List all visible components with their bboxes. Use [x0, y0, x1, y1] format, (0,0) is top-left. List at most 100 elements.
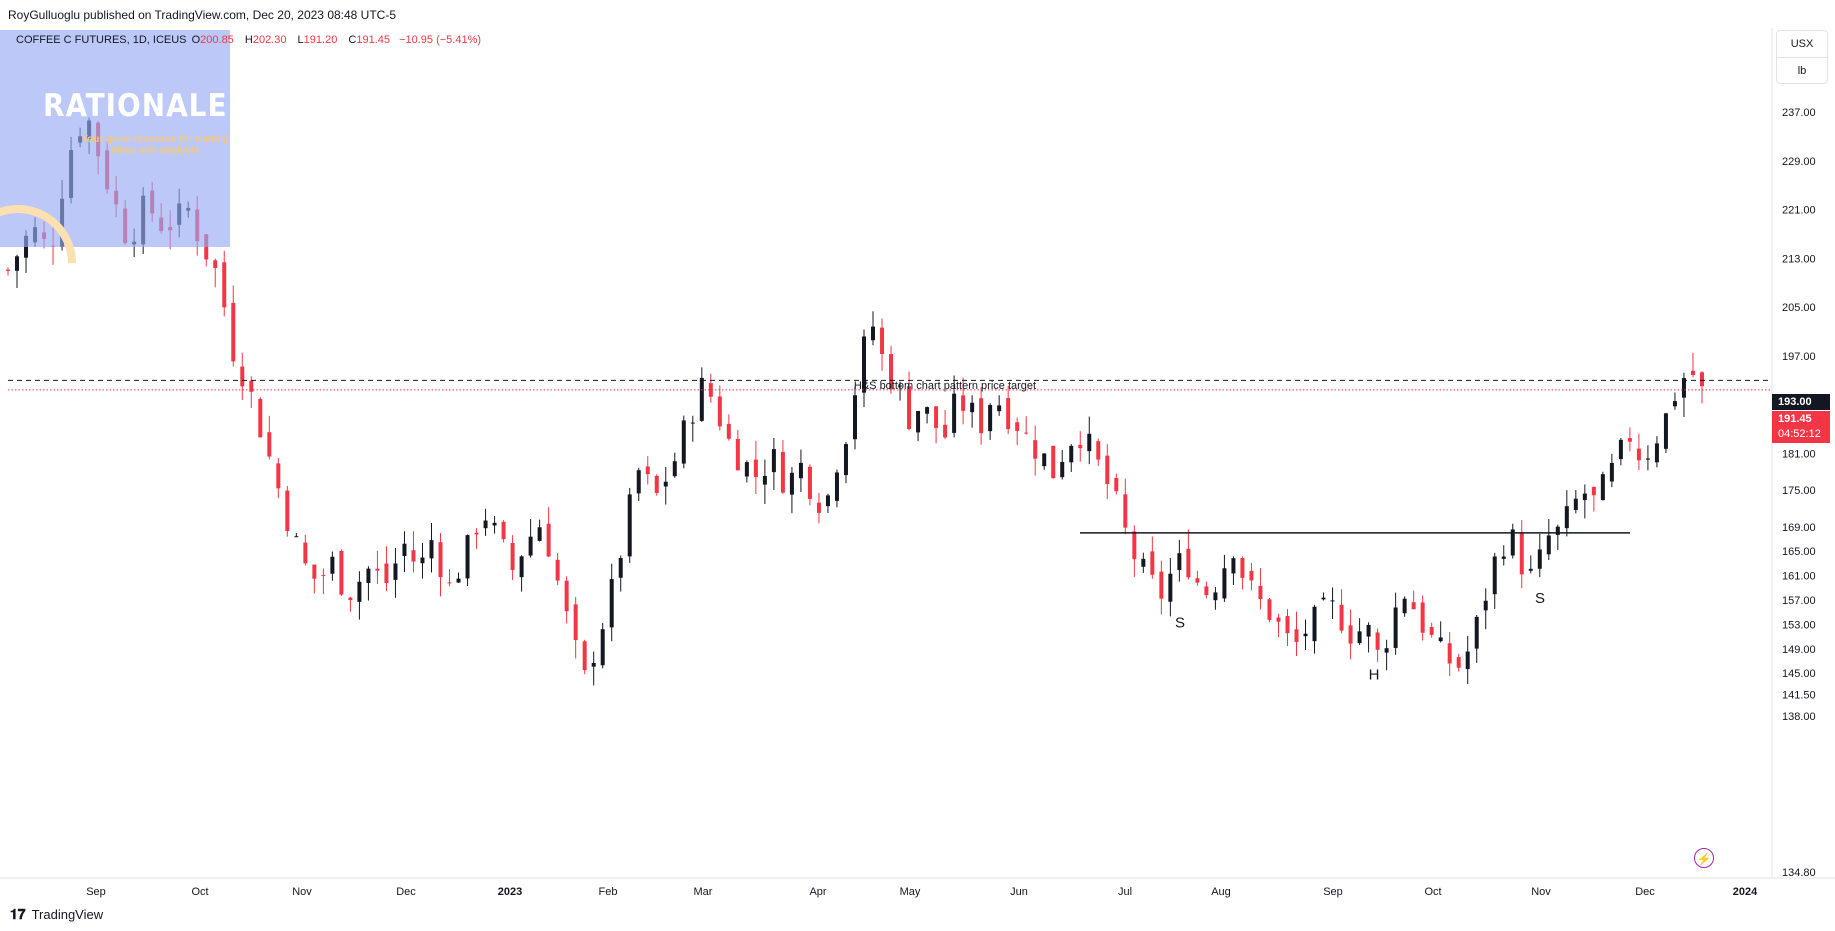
candle-body — [1330, 600, 1335, 602]
candle-body — [285, 490, 290, 531]
candle-body — [573, 604, 578, 641]
candle-body — [609, 579, 614, 628]
candle-body — [1006, 398, 1011, 430]
y-tick-label: 237.00 — [1782, 107, 1816, 119]
candle-body — [492, 522, 497, 526]
candle-body — [438, 542, 443, 578]
symbol-legend: COFFEE C FUTURES, 1D, ICEUS O200.85 H202… — [16, 34, 487, 46]
candle-body — [267, 432, 272, 457]
candle-body — [312, 564, 317, 579]
candle-body — [1114, 477, 1119, 492]
candle-body — [1582, 493, 1587, 501]
x-tick-label: Mar — [694, 886, 713, 898]
y-tick-label: 205.00 — [1782, 302, 1816, 314]
candle-body — [1339, 604, 1344, 631]
candle-body — [843, 444, 848, 476]
footer: 𝟏𝟕 TradingView — [10, 906, 103, 923]
candle-body — [780, 451, 785, 493]
candle-body — [429, 540, 434, 559]
candle-body — [681, 420, 686, 464]
candle-body — [276, 463, 281, 489]
y-tick-label: 165.00 — [1782, 546, 1816, 558]
candle-body — [1033, 440, 1038, 459]
candle-body — [1267, 599, 1272, 620]
candle-body — [519, 556, 524, 578]
high-value: 202.30 — [252, 34, 287, 46]
candle-body — [366, 568, 371, 583]
x-tick-label: Jul — [1118, 886, 1132, 898]
candle-body — [249, 380, 254, 392]
candle-body — [1546, 535, 1551, 555]
candle-body — [240, 366, 245, 387]
unit-label[interactable]: lb — [1777, 57, 1827, 84]
candle-body — [1672, 401, 1677, 407]
candle-body — [1375, 632, 1380, 650]
candle-body — [1366, 624, 1371, 637]
candle-body — [1447, 643, 1452, 664]
candle-body — [1294, 629, 1299, 642]
x-tick-label: Feb — [599, 886, 618, 898]
watermark-box — [0, 30, 230, 247]
low-label: L — [297, 34, 304, 46]
candle-body — [330, 556, 335, 574]
candle-body — [1015, 422, 1020, 432]
candle-body — [1465, 651, 1470, 670]
candle-body — [871, 326, 876, 341]
candle-body — [1564, 506, 1569, 529]
candle-body — [555, 559, 560, 581]
candle-body — [672, 461, 677, 477]
x-tick-label: Sep — [86, 886, 106, 898]
candle-body — [1438, 637, 1443, 642]
candle-body — [916, 410, 921, 433]
candle-body — [1087, 433, 1092, 452]
candle-body — [6, 269, 10, 271]
candle-body — [997, 405, 1002, 412]
candle-body — [1627, 438, 1632, 442]
candle-body — [1528, 568, 1533, 571]
candle-body — [474, 532, 479, 535]
close-value: 191.45 — [356, 34, 390, 46]
open-value: 200.85 — [200, 34, 234, 46]
tradingview-logo-icon[interactable]: 𝟏𝟕 — [10, 906, 26, 922]
candle-body — [1204, 586, 1209, 596]
x-tick-label: Dec — [1635, 886, 1655, 898]
candle-body — [357, 581, 362, 602]
candle-body — [1654, 443, 1659, 463]
candle-body — [889, 354, 894, 390]
y-tick-label: 213.00 — [1782, 253, 1816, 265]
watermark-subtitle: Your go-to resource for trading ideas an… — [81, 134, 229, 156]
candle-body — [735, 438, 740, 471]
x-tick-label: 2024 — [1733, 886, 1758, 898]
publish-info: RoyGulluoglu published on TradingView.co… — [8, 8, 397, 22]
y-tick-label: 169.00 — [1782, 522, 1816, 534]
candle-body — [798, 462, 803, 479]
x-tick-label: Nov — [1531, 886, 1551, 898]
candle-body — [1429, 627, 1434, 635]
brand-name[interactable]: TradingView — [31, 907, 104, 922]
candle-body — [1420, 602, 1425, 633]
candle-body — [1618, 439, 1623, 460]
candle-body — [1348, 625, 1353, 644]
candle-body — [925, 407, 930, 414]
candle-body — [753, 459, 758, 478]
candle-body — [1213, 592, 1218, 601]
candle-body — [1240, 558, 1245, 578]
candle-body — [1132, 531, 1137, 560]
lightning-icon[interactable]: ⚡ — [1694, 848, 1714, 868]
candle-body — [1222, 568, 1227, 599]
watermark-title: RATIONALE — [43, 88, 228, 124]
candle-body — [690, 422, 695, 424]
symbol-name[interactable]: COFFEE C FUTURES, 1D, ICEUS — [16, 34, 187, 46]
candle-body — [1105, 455, 1110, 484]
candle-body — [1492, 556, 1497, 595]
candle-body — [375, 568, 380, 571]
scale-unit-box[interactable]: USX lb — [1776, 30, 1828, 84]
candle-body — [961, 395, 966, 411]
candle-body — [952, 393, 957, 433]
candle-body — [1123, 494, 1128, 528]
candle-body — [600, 629, 605, 666]
change-value: −10.95 (−5.41%) — [399, 34, 482, 46]
candle-body — [1069, 445, 1074, 463]
currency-label[interactable]: USX — [1790, 38, 1814, 50]
